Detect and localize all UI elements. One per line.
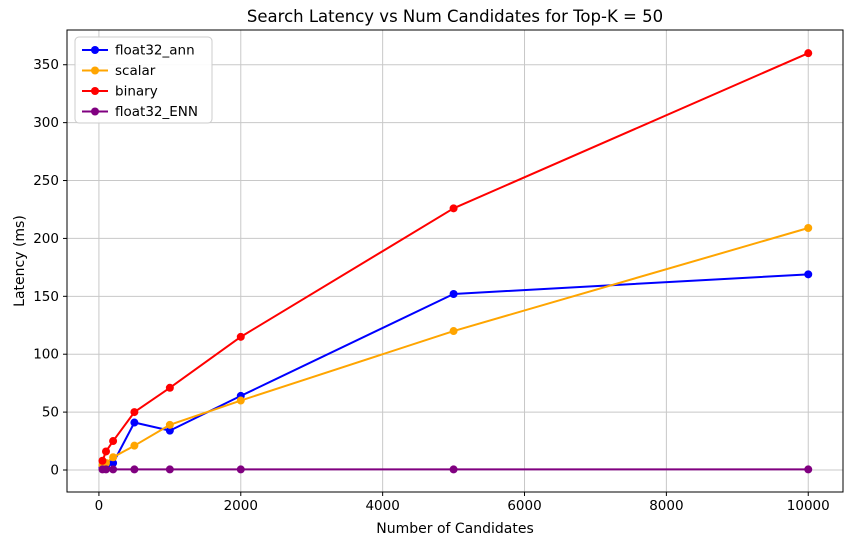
series-line-float32_ann (101, 273, 810, 469)
y-tick-label-250: 250 (33, 173, 59, 189)
data-point-scalar-10000 (804, 224, 813, 232)
legend-item-float32_ann: float32_ann (82, 43, 195, 59)
data-point-float32_ENN-200 (109, 465, 118, 474)
x-tick-label-10000: 10000 (787, 498, 830, 514)
data-point-binary-10000 (804, 49, 813, 58)
series-layer (98, 49, 813, 474)
legend-marker-float32_ann (91, 46, 99, 54)
x-axis-label: Number of Candidates (376, 521, 534, 537)
legend-item-scalar: scalar (82, 63, 156, 79)
series-markers-float32_ENN (98, 465, 813, 474)
y-tick-label-150: 150 (33, 289, 59, 305)
y-tick-label-50: 50 (42, 405, 59, 421)
x-tick-label-0: 0 (95, 498, 104, 514)
legend-marker-binary (91, 87, 99, 95)
legend-marker-float32_ENN (91, 107, 99, 116)
y-tick-label-350: 350 (33, 57, 59, 73)
data-point-float32_ann-1000 (165, 426, 174, 435)
data-point-binary-50 (98, 456, 107, 465)
data-point-binary-2000 (236, 332, 245, 341)
y-axis-label: Latency (ms) (12, 215, 28, 307)
legend-box (74, 36, 213, 124)
data-point-scalar-2000 (236, 396, 245, 405)
legend-label-float32_ann: float32_ann (115, 43, 195, 59)
chart-title: Search Latency vs Num Candidates for Top… (247, 7, 663, 26)
series-markers-binary (98, 49, 813, 465)
x-tick-label-4000: 4000 (365, 498, 399, 514)
data-point-binary-200 (109, 437, 118, 446)
data-point-binary-100 (102, 447, 111, 456)
series-markers-float32_ann (98, 270, 813, 472)
axes-layer: 0 2000 4000 6000 8000 10000 0 50 100 150 200 250 300… (33, 29, 844, 514)
legend-label-float32_ENN: float32_ENN (115, 104, 198, 120)
data-point-float32_ann-500 (130, 418, 139, 427)
data-point-scalar-1000 (165, 420, 174, 429)
series-markers-scalar (98, 224, 813, 470)
data-point-float32_ENN-2000 (236, 465, 245, 474)
data-point-float32_ann-200 (109, 459, 118, 468)
y-tick-label-200: 200 (33, 231, 59, 247)
data-point-float32_ENN-10000 (804, 465, 813, 474)
legend-marker-scalar (91, 66, 99, 75)
legend-label-scalar: scalar (115, 63, 156, 79)
x-tick-label-2000: 2000 (224, 498, 258, 514)
legend-label-binary: binary (115, 84, 158, 100)
data-point-float32_ENN-1000 (165, 465, 174, 474)
series-line-scalar (101, 227, 810, 467)
x-tick-label-6000: 6000 (507, 498, 541, 514)
data-point-binary-500 (130, 408, 139, 417)
legend-item-float32_ENN: float32_ENN (82, 104, 198, 120)
data-point-float32_ann-5000 (449, 290, 458, 298)
grid-layer (67, 30, 843, 492)
data-point-binary-1000 (165, 383, 174, 392)
data-point-binary-5000 (449, 204, 458, 213)
data-point-float32_ENN-100 (102, 465, 111, 474)
data-point-float32_ENN-5000 (449, 465, 458, 474)
x-tick-label-8000: 8000 (649, 498, 683, 514)
plot-border (66, 29, 844, 493)
y-tick-label-0: 0 (50, 463, 59, 479)
data-point-scalar-200 (109, 453, 118, 462)
y-tick-label-100: 100 (33, 347, 59, 363)
data-point-float32_ann-10000 (804, 270, 813, 279)
data-point-float32_ENN-500 (130, 465, 139, 474)
data-point-scalar-5000 (449, 327, 458, 336)
legend-item-binary: binary (82, 84, 158, 100)
data-point-scalar-500 (130, 441, 139, 450)
y-tick-label-300: 300 (33, 115, 59, 131)
